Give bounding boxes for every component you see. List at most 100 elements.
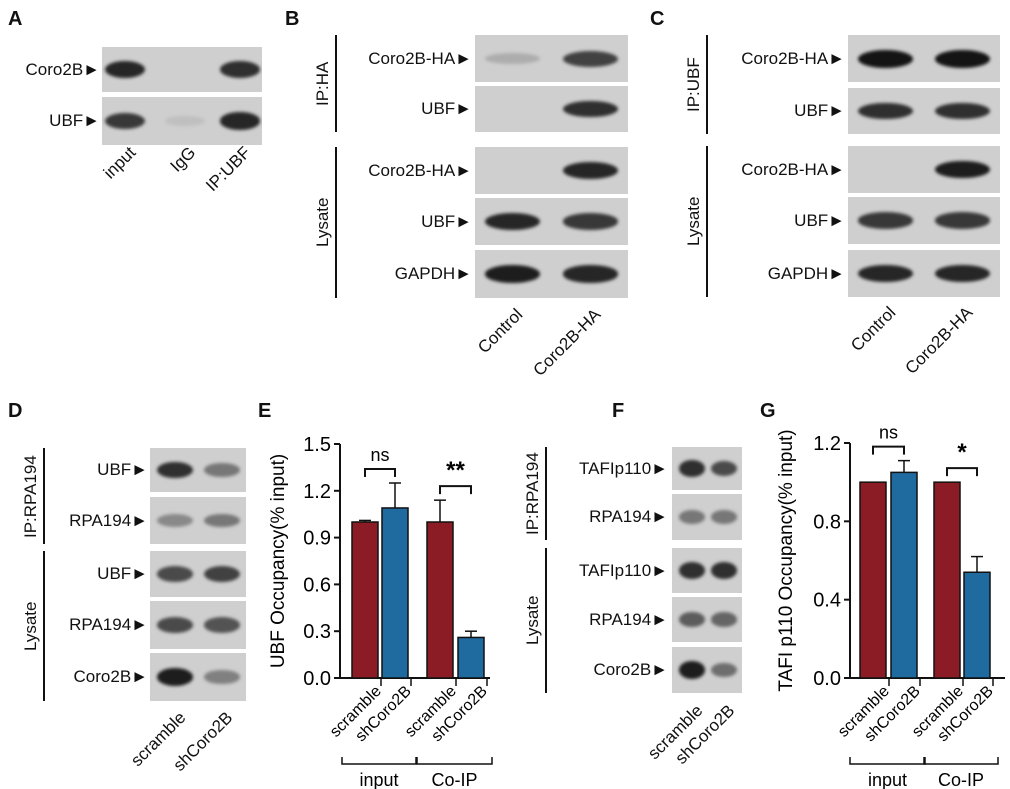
blot-strip [150, 448, 246, 492]
blot-strip [475, 198, 628, 245]
blot-strip [475, 147, 628, 194]
panel-letter: B [285, 8, 300, 30]
group-bracket [341, 757, 417, 765]
blot-strip [848, 250, 1000, 297]
y-tick-label: 1.5 [303, 434, 331, 456]
significance-label: ns [370, 445, 389, 465]
group-bracket [923, 757, 999, 765]
protein-band [710, 510, 738, 524]
protein-band [157, 668, 193, 686]
group-bracket [335, 147, 337, 298]
protein-band [562, 100, 618, 118]
row-label: Coro2B-HA► [741, 159, 845, 179]
protein-band [204, 670, 240, 684]
protein-band [934, 102, 990, 120]
significance-label: ** [446, 457, 465, 484]
protein-band [678, 510, 706, 524]
significance-bracket [439, 485, 472, 495]
row-label: UBF► [421, 211, 472, 231]
protein-band [204, 513, 240, 528]
protein-band [678, 661, 706, 679]
blot-strip [150, 497, 246, 544]
protein-band [710, 562, 738, 579]
row-label: Coro2B-HA► [368, 160, 472, 180]
protein-band [484, 52, 540, 65]
panel-letter: A [8, 8, 23, 30]
bar [457, 636, 485, 679]
row-label: UBF► [97, 460, 148, 479]
row-label: TAFIp110► [579, 458, 668, 478]
row-label: UBF► [49, 111, 100, 130]
y-tick-label: 0.9 [303, 528, 331, 550]
row-label: GAPDH► [394, 264, 472, 283]
row-label: TAFIp110► [579, 560, 668, 580]
blot-strip [102, 97, 262, 145]
group-bracket [849, 757, 926, 765]
group-bracket [706, 146, 708, 297]
protein-band [105, 112, 145, 130]
row-label: RPA194► [589, 609, 668, 629]
blot-strip [672, 494, 742, 540]
protein-band [157, 514, 193, 527]
significance-label: * [957, 439, 967, 466]
protein-band [934, 49, 990, 68]
blot-strip [672, 447, 742, 490]
row-label: Coro2B► [593, 660, 668, 679]
protein-band [678, 612, 706, 627]
protein-band [562, 213, 618, 230]
panel-letter: C [650, 8, 665, 30]
protein-band [857, 49, 913, 68]
row-label: Coro2B-HA► [741, 48, 845, 68]
bar [933, 481, 961, 679]
panel-letter: G [760, 400, 776, 422]
protein-band [934, 212, 990, 229]
group-bracket [335, 35, 337, 132]
significance-label: ns [879, 423, 898, 443]
significance-bracket [946, 467, 978, 477]
protein-band [562, 50, 618, 67]
y-tick-label: 0.6 [303, 574, 331, 596]
group-bracket [416, 757, 493, 765]
blot-strip [150, 653, 246, 701]
protein-band [857, 212, 913, 229]
row-label: UBF► [421, 99, 472, 118]
row-label: RPA194► [69, 615, 148, 634]
row-label: UBF► [97, 564, 148, 583]
panel-letter: E [258, 400, 272, 422]
bar [351, 521, 379, 679]
group-label: Co-IP [938, 770, 984, 789]
protein-band [157, 461, 193, 479]
protein-band [220, 61, 260, 78]
bar [963, 571, 991, 679]
protein-band [484, 212, 540, 231]
y-tick-label: 1.2 [303, 481, 331, 503]
protein-band [678, 460, 706, 477]
protein-band [204, 463, 240, 477]
protein-band [220, 112, 260, 130]
protein-band [710, 460, 738, 477]
protein-band [484, 265, 540, 283]
y-tick-label: 0.3 [303, 621, 331, 643]
blot-strip [150, 601, 246, 649]
group-bracket [545, 447, 547, 540]
row-label: UBF► [794, 210, 845, 230]
bar [381, 507, 409, 679]
protein-band [562, 265, 618, 283]
group-label: input [868, 770, 907, 789]
y-tick-label: 0.8 [813, 511, 841, 533]
panel-letter: D [8, 400, 23, 422]
group-bracket [706, 35, 708, 134]
row-label: RPA194► [69, 510, 148, 530]
protein-band [157, 617, 193, 633]
protein-band [710, 663, 738, 677]
blot-strip [848, 197, 1000, 244]
row-label: GAPDH► [767, 263, 845, 283]
blot-strip [475, 35, 628, 82]
group-label: input [359, 770, 398, 789]
group-bracket [43, 551, 45, 701]
protein-band [105, 60, 145, 79]
protein-band [165, 115, 205, 127]
